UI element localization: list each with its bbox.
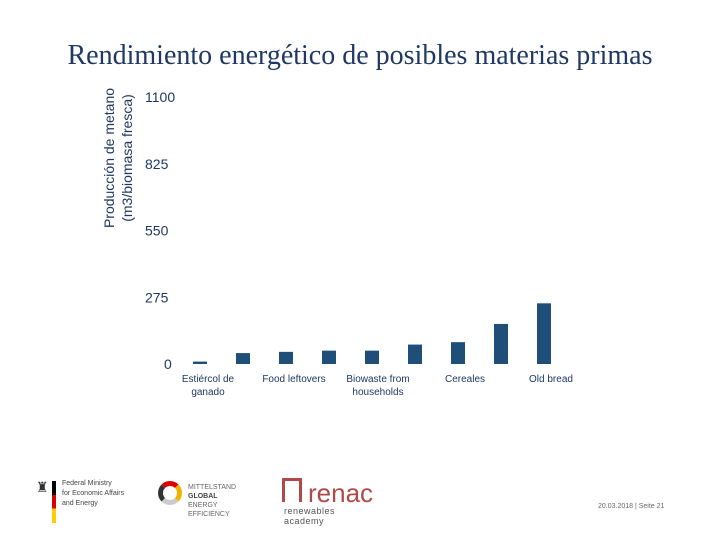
renac-logo: renac renewables academy [280,476,374,526]
bar [322,350,336,364]
bar [408,344,422,364]
y-tick-label: 825 [145,156,169,172]
bar [279,351,293,364]
global-line-2: GLOBAL [188,493,218,500]
slide-title: Rendimiento energético de posibles mater… [67,40,653,71]
mittelstand-global-logo: MITTELSTAND GLOBAL ENERGY EFFICIENCY [158,481,248,518]
category-label: Estiércol de [182,374,235,385]
german-flag-stripe [52,481,56,523]
category-label: Biowaste from [346,374,409,385]
y-tick-label: 275 [145,289,169,305]
renac-column-icon [282,478,302,502]
global-circle-icon [158,481,182,505]
methane-yield-bar-chart: 0 275 550 825 1100 Estiércol de ganado Food lef… [145,89,573,398]
category-label: Cereales [445,374,485,385]
y-tick-label: 550 [145,223,169,239]
bar [451,342,465,364]
global-line-3: ENERGY EFFICIENCY [188,502,230,518]
eagle-icon: ♜ [36,479,49,495]
bmwi-line-1: Federal Ministry [62,480,112,487]
bmwi-logo-text: Federal Ministry for Economic Affairs an… [62,479,124,509]
global-line-1: MITTELSTAND [188,484,237,491]
global-logo-text: MITTELSTAND GLOBAL ENERGY EFFICIENCY [188,483,248,519]
bar [537,303,551,364]
bar [365,350,379,364]
category-label: ganado [191,387,225,398]
bar [494,323,508,364]
renac-wordmark: renac [308,478,374,508]
page-info: 20.03.2018 | Seite 21 [598,503,665,510]
bmwi-logo: ♜ Federal Ministry for Economic Affairs … [36,477,136,525]
bar [193,361,207,364]
renac-tagline: renewables academy [284,506,336,526]
category-label: Old bread [529,374,573,385]
bmwi-line-2: for Economic Affairs [62,490,125,497]
category-label: households [352,387,403,398]
y-tick-label: 1100 [145,89,175,105]
y-tick-label: 0 [164,356,172,372]
bmwi-line-3: and Energy [62,500,98,507]
category-label: Food leftovers [262,374,325,385]
bar [236,353,250,364]
